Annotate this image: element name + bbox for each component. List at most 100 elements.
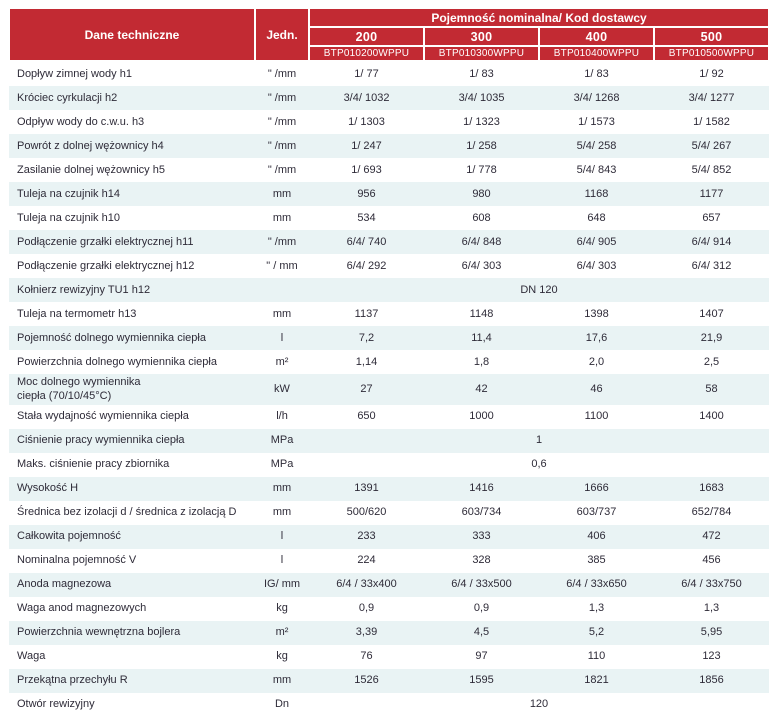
header-code-200: BTP010200WPPU (308, 45, 425, 62)
table-row: Podłączenie grzałki elektrycznej h12 " / … (9, 254, 769, 278)
row-label: Dopływ zimnej wody h1 (17, 67, 132, 80)
header-group-pojemnosc: Pojemność nominalna/ Kod dostawcy (308, 7, 770, 28)
table-row: Wysokość H mm 1391 1416 1666 1683 (9, 476, 769, 501)
row-value: 1137 (354, 307, 379, 320)
row-merged-value: 0,6 (531, 458, 547, 471)
row-value: 328 (472, 554, 491, 567)
row-label: Stała wydajność wymiennika ciepła (17, 410, 189, 423)
row-label: Powierzchnia dolnego wymiennika ciepła (17, 355, 217, 368)
row-label: Średnica bez izolacji d / średnica z izo… (17, 506, 237, 519)
row-value: 1/ 1323 (463, 115, 500, 128)
row-value: 1/ 247 (351, 139, 382, 152)
row-unit: MPa (270, 458, 294, 471)
row-value: 6/4/ 303 (461, 259, 502, 272)
header-code-300: BTP010300WPPU (423, 45, 540, 62)
table-row: Powierzchnia wewnętrzna bojlera m² 3,39 4,5… (9, 620, 769, 645)
row-value: 1/ 83 (584, 67, 609, 80)
row-value: 6/4/ 312 (691, 259, 732, 272)
row-merged-value: 1 (535, 434, 543, 447)
row-value: 1/ 1573 (578, 115, 615, 128)
row-value: 1821 (584, 674, 609, 687)
table-row: Kołnierz rewizyjny TU1 h12 DN 120 (9, 278, 769, 302)
row-value: 224 (357, 554, 376, 567)
table-row: Powierzchnia dolnego wymiennika ciepła m²… (9, 350, 769, 374)
row-label: Króciec cyrkulacji h2 (17, 91, 118, 104)
row-value: 1/ 1303 (348, 115, 385, 128)
row-unit: Dn (274, 698, 290, 711)
row-value: 406 (587, 530, 606, 543)
row-value: 1/ 1582 (693, 115, 730, 128)
row-value: 6/4 / 33x500 (451, 578, 512, 591)
row-value: 27 (360, 383, 373, 396)
row-value: 11,4 (471, 331, 492, 344)
row-label: Podłączenie grzałki elektrycznej h12 (17, 259, 195, 272)
row-label: Tuleja na czujnik h14 (17, 187, 120, 200)
header-dane-techniczne: Dane techniczne (8, 7, 256, 62)
row-unit: kW (274, 383, 290, 396)
row-value: 1,3 (588, 602, 605, 615)
row-value: 5,2 (588, 626, 605, 639)
row-unit (255, 278, 309, 302)
header-capacity-200: 200 (308, 26, 425, 47)
table-row: Otwór rewizyjny Dn 120 (9, 693, 769, 714)
row-value: 3/4/ 1268 (573, 91, 620, 104)
row-unit: mm (272, 674, 292, 687)
row-label: Anoda magnezowa (17, 578, 112, 591)
table-row: Stała wydajność wymiennika ciepła l/h 650 1… (9, 405, 769, 429)
table-row: Dopływ zimnej wody h1 " /mm 1/ 77 1/ 83 1/ 8… (9, 61, 769, 86)
row-value: 657 (702, 211, 721, 224)
row-unit: mm (272, 307, 292, 320)
row-unit: " /mm (267, 67, 297, 80)
row-value: 6/4/ 905 (576, 235, 617, 248)
row-label: Otwór rewizyjny (17, 698, 95, 711)
row-value: 1666 (584, 482, 609, 495)
row-value: 1/ 77 (354, 67, 379, 80)
row-value: 1/ 778 (466, 163, 497, 176)
table-row: Pojemność dolnego wymiennika ciepła l 7,2 1… (9, 326, 769, 350)
technical-spec-table: Dane techniczne Jedn. Pojemność nominaln… (8, 7, 770, 714)
row-value: 472 (702, 530, 721, 543)
header-code-400: BTP010400WPPU (538, 45, 655, 62)
row-unit: l (280, 554, 284, 567)
row-label: Tuleja na termometr h13 (17, 307, 137, 320)
table-row: Podłączenie grzałki elektrycznej h11 " /m… (9, 230, 769, 254)
row-value: 1000 (469, 410, 494, 423)
row-value: 1,14 (355, 355, 378, 368)
row-value: 608 (472, 211, 491, 224)
row-value: 6/4/ 914 (691, 235, 732, 248)
row-value: 3,39 (355, 626, 378, 639)
table-row: Zasilanie dolnej wężownicy h5 " /mm 1/ 693… (9, 158, 769, 182)
row-value: 5/4/ 852 (691, 163, 732, 176)
row-value: 1683 (699, 482, 724, 495)
row-value: 1856 (699, 674, 724, 687)
row-value: 1391 (354, 482, 379, 495)
row-label: Przekątna przechyłu R (17, 674, 128, 687)
row-label: Powierzchnia wewnętrzna bojlera (17, 626, 181, 639)
row-unit: " /mm (267, 139, 297, 152)
row-unit: MPa (270, 434, 294, 447)
row-value: 1400 (699, 410, 724, 423)
row-value: 1/ 258 (466, 139, 497, 152)
row-unit: mm (272, 482, 292, 495)
row-value: 1100 (584, 410, 609, 423)
row-value: 1177 (699, 187, 724, 200)
row-value: 652/784 (691, 506, 732, 519)
row-unit: mm (272, 187, 292, 200)
header-capacity-400: 400 (538, 26, 655, 47)
row-value: 648 (587, 211, 606, 224)
table-row: Waga kg 76 97 110 123 (9, 645, 769, 669)
row-value: 3/4/ 1277 (688, 91, 735, 104)
row-label: Zasilanie dolnej wężownicy h5 (17, 163, 165, 176)
row-value: 5/4/ 843 (576, 163, 617, 176)
row-value: 1526 (354, 674, 379, 687)
row-value: 1148 (469, 307, 494, 320)
row-value: 650 (357, 410, 376, 423)
row-value: 6/4/ 303 (576, 259, 617, 272)
row-label: Waga (17, 650, 46, 663)
row-unit: " / mm (266, 259, 298, 272)
row-value: 76 (360, 650, 373, 663)
row-value: 1595 (469, 674, 494, 687)
row-label: Pojemność dolnego wymiennika ciepła (17, 331, 206, 344)
row-label: Wysokość H (17, 482, 79, 495)
row-label: Całkowita pojemność (17, 530, 121, 543)
